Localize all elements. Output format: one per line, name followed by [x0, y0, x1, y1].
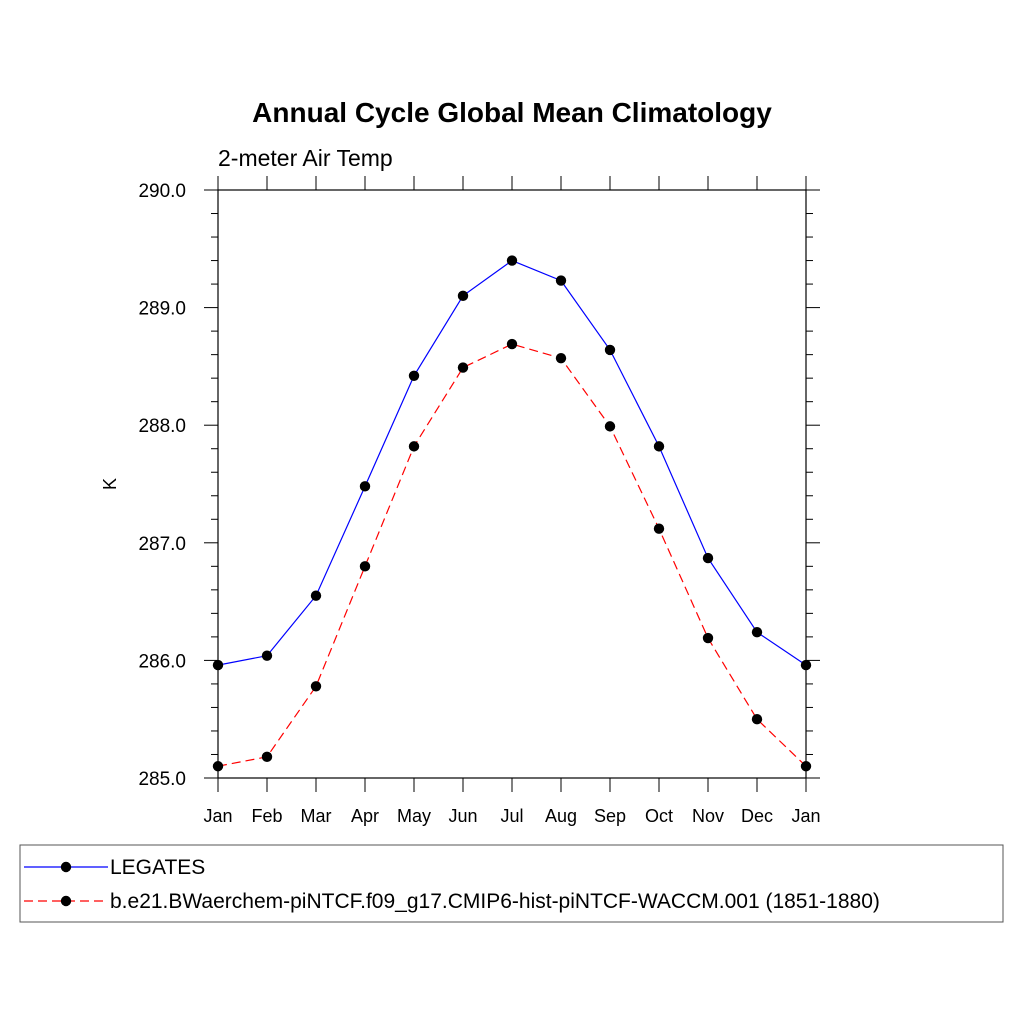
data-point-s1-7 [555, 352, 567, 364]
legend-label-1: b.e21.BWaerchem-piNTCF.f09_g17.CMIP6-his… [110, 890, 880, 913]
data-point-s1-8 [604, 421, 616, 432]
legend: LEGATES b.e21.BWaerchem-piNTCF.f09_g17.CM… [19, 844, 1004, 923]
xtick-label: Jul [500, 806, 523, 826]
data-point-s1-5 [457, 362, 469, 373]
data-point-s0-4 [408, 370, 420, 382]
data-point-s1-9 [653, 523, 665, 534]
data-point-s0-6 [506, 255, 518, 266]
xtick-label: Apr [351, 806, 379, 826]
xtick-label: Feb [251, 806, 282, 826]
data-point-s1-3 [359, 561, 371, 572]
data-point-s1-6 [506, 338, 518, 350]
chart-title: Annual Cycle Global Mean Climatology [252, 97, 772, 128]
data-point-s0-10 [702, 552, 714, 564]
xtick-label: Aug [545, 806, 577, 826]
data-point-s1-11 [751, 714, 763, 725]
plot-frame [217, 189, 807, 779]
axis-layer: 285.0 286.0 287.0 288.0 289.0 290.0 Jan Feb Mar A… [138, 176, 821, 826]
series-line-1 [217, 343, 807, 767]
data-point-s0-7 [555, 275, 567, 286]
legend-marker-1 [60, 895, 72, 907]
data-point-s0-1 [261, 650, 273, 661]
legend-marker-0 [60, 861, 72, 873]
chart-subtitle: 2-meter Air Temp [218, 145, 393, 171]
data-point-s0-8 [604, 344, 616, 356]
series-layer [212, 255, 812, 772]
xtick-label: Sep [594, 806, 626, 826]
legend-label-0: LEGATES [110, 856, 205, 879]
xtick-label: Dec [741, 806, 773, 826]
xtick-label: Nov [692, 806, 724, 826]
ytick-label: 290.0 [138, 181, 186, 202]
ytick-label: 285.0 [138, 769, 186, 790]
legend-box [19, 844, 1004, 923]
data-point-s0-3 [359, 481, 371, 492]
data-point-s1-2 [310, 681, 322, 692]
data-point-s0-11 [751, 626, 763, 638]
data-point-s1-1 [261, 751, 273, 763]
ytick-label: 289.0 [138, 299, 186, 320]
data-point-s0-2 [310, 590, 322, 601]
ytick-label: 288.0 [138, 416, 186, 437]
xtick-label: Jan [203, 806, 232, 826]
xtick-label: Jun [448, 806, 477, 826]
y-axis-label: K [100, 478, 120, 490]
data-point-s1-4 [408, 441, 420, 452]
xtick-label: May [397, 806, 431, 826]
series-line-0 [217, 259, 807, 666]
data-point-s1-10 [702, 632, 714, 644]
xtick-label: Oct [645, 806, 673, 826]
xtick-label: Jan [791, 806, 820, 826]
ytick-label: 286.0 [138, 651, 186, 672]
xtick-label: Mar [301, 806, 332, 826]
data-point-s0-5 [457, 290, 469, 302]
data-point-s0-9 [653, 441, 665, 452]
ytick-label: 287.0 [138, 534, 186, 555]
